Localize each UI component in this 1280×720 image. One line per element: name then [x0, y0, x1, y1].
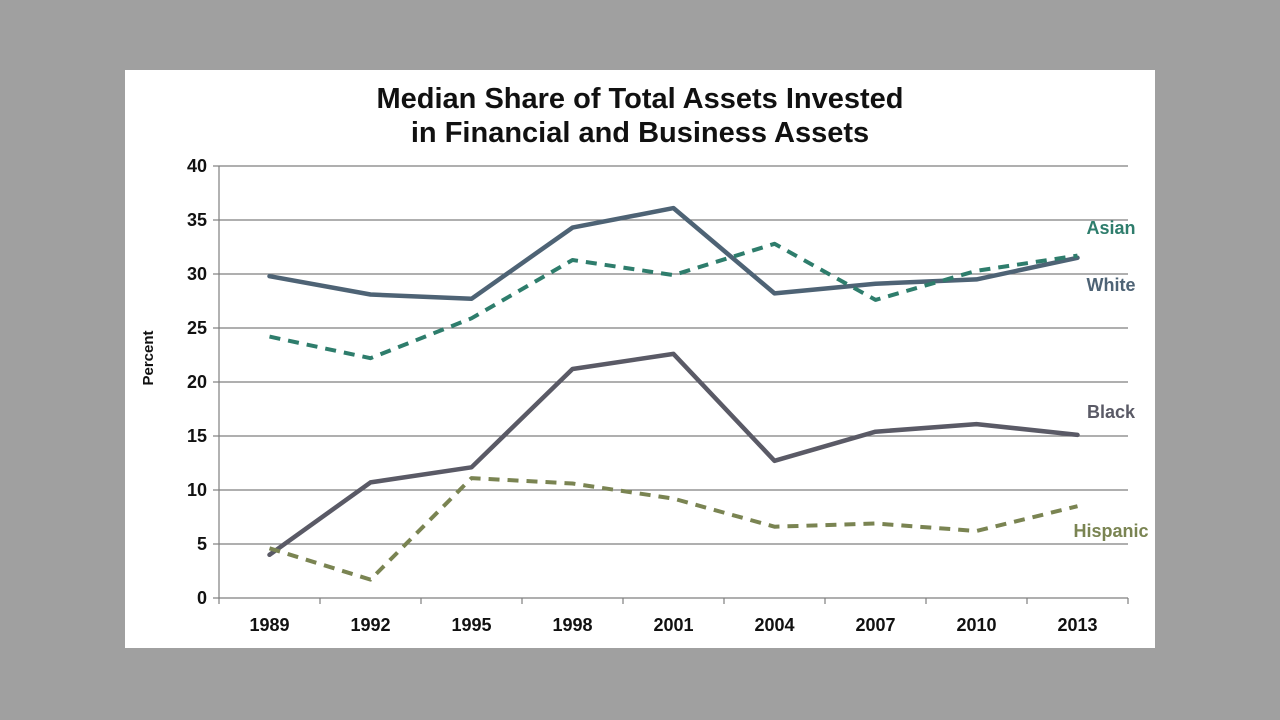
- y-tick-label-35: 35: [187, 210, 207, 230]
- x-tick-label-2004: 2004: [754, 615, 794, 635]
- series-labels: White Asian Black Hispanic: [1073, 218, 1148, 541]
- y-tick-label-40: 40: [187, 156, 207, 176]
- x-tick-label-1998: 1998: [552, 615, 592, 635]
- y-tick-labels: 0 5 10 15 20 25 30 35 40: [187, 156, 207, 608]
- series-line-asian: [269, 241, 1078, 361]
- y-axis-label: Percent: [140, 330, 157, 385]
- x-tick-label-2010: 2010: [956, 615, 996, 635]
- y-tick-label-10: 10: [187, 480, 207, 500]
- series-line-black: [267, 351, 1080, 558]
- chart-title-line-1: Median Share of Total Assets Invested: [377, 83, 904, 115]
- y-tick-label-15: 15: [187, 426, 207, 446]
- y-tick-label-5: 5: [197, 534, 207, 554]
- series-label-black: Black: [1087, 402, 1136, 422]
- x-tick-label-1992: 1992: [350, 615, 390, 635]
- gridlines: [219, 165, 1128, 545]
- series-line-hispanic: [268, 476, 1078, 582]
- series-lines: [267, 205, 1080, 582]
- series-label-hispanic: Hispanic: [1073, 521, 1148, 541]
- y-tick-label-0: 0: [197, 588, 207, 608]
- series-label-white: White: [1087, 275, 1136, 295]
- series-line-white: [267, 205, 1080, 302]
- y-tick-label-25: 25: [187, 318, 207, 338]
- chart-title-line-2: in Financial and Business Assets: [411, 117, 869, 149]
- x-tick-label-2013: 2013: [1057, 615, 1097, 635]
- x-tick-label-2001: 2001: [653, 615, 693, 635]
- axes: [213, 165, 1129, 604]
- y-tick-label-30: 30: [187, 264, 207, 284]
- y-tick-label-20: 20: [187, 372, 207, 392]
- series-label-asian: Asian: [1086, 218, 1135, 238]
- x-tick-label-1995: 1995: [451, 615, 491, 635]
- x-tick-label-1989: 1989: [249, 615, 289, 635]
- x-tick-label-2007: 2007: [855, 615, 895, 635]
- x-tick-labels: 1989 1992 1995 1998 2001 2004 2007 2010 2013: [249, 615, 1097, 635]
